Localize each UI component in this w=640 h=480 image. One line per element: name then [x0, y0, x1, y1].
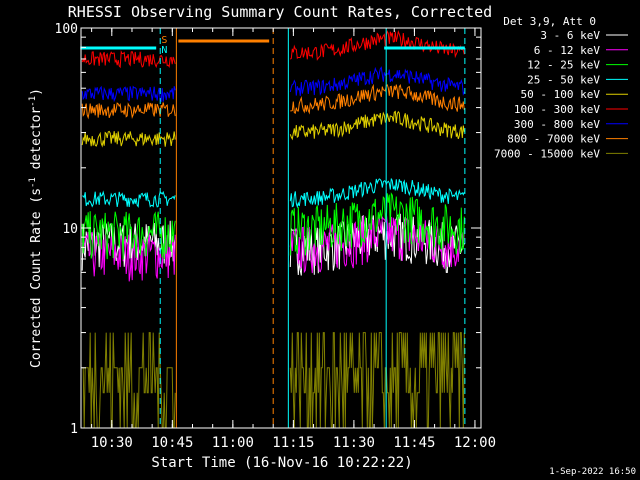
marker-label: S	[161, 35, 167, 46]
x-tick-label: 11:45	[393, 435, 435, 451]
legend-label: 50 - 100 keV	[521, 88, 601, 101]
legend-label: 12 - 25 keV	[527, 59, 600, 72]
series-line	[289, 66, 465, 96]
series-line	[289, 178, 465, 209]
y-axis-label-exp2: -1	[28, 96, 38, 107]
x-tick-label: 11:00	[212, 435, 254, 451]
series-line	[289, 110, 465, 141]
chart-title: RHESSI Observing Summary Count Rates, Co…	[68, 3, 492, 21]
legend-label: 100 - 300 keV	[514, 103, 600, 116]
series-line	[290, 83, 465, 115]
y-axis-label: Corrected Count Rate (s-1 detector-1)	[28, 88, 44, 368]
series-line	[81, 102, 176, 120]
legend-label: 25 - 50 keV	[527, 73, 600, 86]
series-25-50-kev	[82, 178, 465, 209]
y-axis-label-end: )	[29, 88, 44, 96]
legend-label: 7000 - 15000 keV	[494, 147, 600, 160]
marker-label: N	[161, 45, 167, 56]
legend-label: 800 - 7000 keV	[507, 133, 600, 146]
x-tick-label: 10:30	[91, 435, 133, 451]
legend-label: 300 - 800 keV	[514, 118, 600, 131]
series-12-25-kev	[81, 192, 465, 260]
series-line	[289, 212, 465, 274]
series-line	[82, 190, 176, 208]
series-line	[81, 85, 176, 103]
timestamp: 1-Sep-2022 16:50	[549, 467, 636, 477]
series-300-800-kev	[81, 66, 465, 103]
y-axis-label-main: Corrected Count Rate (s	[29, 188, 44, 368]
series-layer	[81, 29, 465, 429]
overlay-layer: SN	[80, 28, 466, 428]
series-line	[81, 130, 176, 148]
y-tick-label: 100	[55, 22, 78, 37]
series-line	[289, 332, 465, 429]
series-50-100-kev	[81, 110, 465, 148]
series-line	[81, 49, 176, 69]
legend: Det 3,9, Att 03 - 6 keV 6 - 12 keV 12 - 25…	[494, 15, 628, 160]
x-axis-label: Start Time (16-Nov-16 10:22:22)	[151, 455, 412, 471]
series-800-7000-kev	[81, 83, 465, 120]
x-tick-label: 12:00	[454, 435, 496, 451]
x-tick-label: 11:30	[333, 435, 375, 451]
y-tick-label: 10	[62, 222, 78, 237]
legend-label: 6 - 12 keV	[534, 44, 601, 57]
series-line	[81, 211, 176, 260]
legend-label: 3 - 6 keV	[540, 29, 600, 42]
legend-title: Det 3,9, Att 0	[503, 15, 596, 28]
x-tick-label: 11:15	[272, 435, 314, 451]
y-axis-label-mid: detector	[29, 107, 44, 178]
y-tick-label: 1	[70, 422, 78, 437]
axis-layer: 10:30 10:45 11:00 11:15 11:30 11:45 12:00 1 10 10…	[55, 22, 497, 451]
x-tick-label: 10:45	[151, 435, 193, 451]
y-axis-label-exp1: -1	[28, 177, 38, 188]
series-line	[289, 192, 465, 256]
